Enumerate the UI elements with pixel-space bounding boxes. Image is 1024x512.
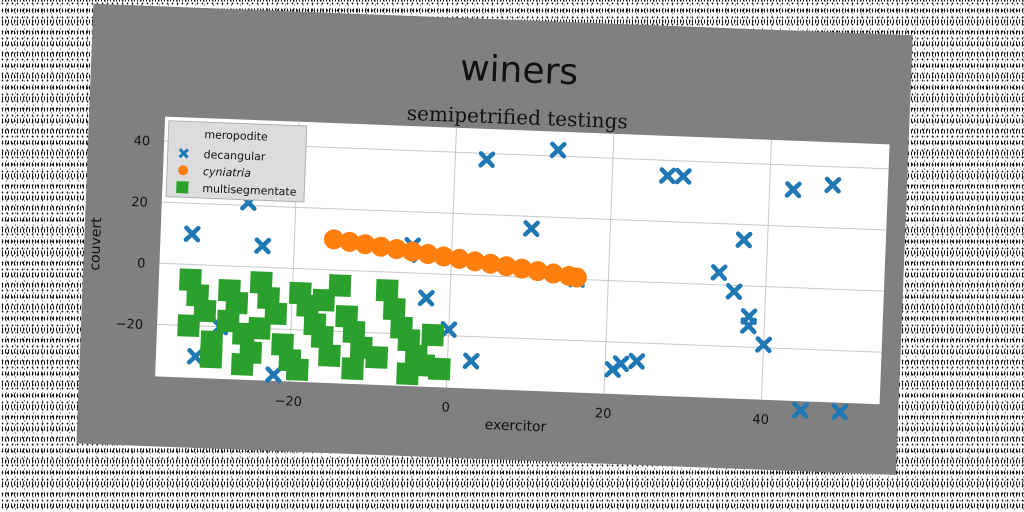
data-point-x bbox=[755, 336, 773, 354]
data-point-x bbox=[674, 167, 692, 185]
data-point-circle bbox=[355, 234, 376, 255]
data-point-x bbox=[186, 348, 204, 365]
data-point-square bbox=[427, 357, 451, 381]
data-point-x bbox=[183, 225, 201, 243]
y-tick-label: −20 bbox=[115, 317, 143, 333]
data-point-x bbox=[522, 220, 540, 238]
data-point-square bbox=[310, 325, 334, 349]
series-multisegmentate bbox=[177, 268, 451, 386]
legend-label-cyniatria: cyniatria bbox=[203, 165, 252, 180]
data-point-square bbox=[365, 345, 389, 369]
data-point-x bbox=[478, 151, 496, 169]
data-point-circle bbox=[370, 236, 391, 257]
data-point-square bbox=[396, 362, 419, 386]
data-point-square bbox=[375, 278, 399, 302]
y-tick-label: 20 bbox=[131, 195, 148, 211]
x-grid-line bbox=[760, 139, 772, 400]
data-point-circle bbox=[543, 263, 564, 284]
data-point-circle bbox=[402, 241, 423, 262]
data-point-square bbox=[248, 316, 271, 340]
data-point-circle bbox=[464, 251, 485, 272]
data-point-circle bbox=[449, 248, 470, 269]
data-point-x bbox=[831, 403, 849, 421]
data-point-square bbox=[382, 297, 406, 321]
data-point-square bbox=[225, 291, 249, 315]
y-tick-label: 0 bbox=[137, 256, 146, 271]
legend: meropodite decangular cyniatria multiseg… bbox=[165, 120, 308, 203]
data-point-x bbox=[710, 264, 728, 282]
data-point-x bbox=[612, 355, 630, 373]
chart-title: winers bbox=[459, 48, 578, 93]
x-tick-label: 0 bbox=[441, 400, 450, 415]
data-point-x bbox=[549, 141, 567, 159]
x-grid-line bbox=[603, 133, 615, 394]
data-point-x bbox=[440, 321, 458, 338]
data-point-x bbox=[735, 231, 753, 249]
series-cyniatria bbox=[323, 229, 587, 288]
x-tick-label: 40 bbox=[752, 412, 769, 428]
data-point-square bbox=[317, 344, 341, 367]
y-tick-labels: −20 0 20 40 bbox=[115, 134, 150, 333]
legend-square-marker bbox=[176, 181, 189, 194]
data-point-x bbox=[628, 352, 646, 370]
y-tick-label: 40 bbox=[133, 134, 150, 150]
data-point-circle bbox=[512, 258, 533, 279]
x-axis-label: exercitor bbox=[484, 417, 546, 435]
data-point-x bbox=[264, 366, 282, 384]
data-point-square bbox=[230, 353, 254, 376]
data-point-square bbox=[421, 323, 445, 347]
data-point-circle bbox=[480, 253, 501, 274]
chart-card: winers semipetrified testings −20 0 20 40 −… bbox=[76, 3, 913, 475]
data-point-x bbox=[417, 289, 435, 307]
x-tick-labels: −20 0 20 40 bbox=[274, 394, 769, 428]
data-point-square bbox=[177, 314, 201, 338]
data-point-x bbox=[254, 237, 272, 255]
data-point-square bbox=[199, 345, 223, 369]
legend-box bbox=[165, 120, 308, 203]
x-tick-label: 20 bbox=[595, 406, 612, 422]
data-point-circle bbox=[417, 244, 438, 265]
data-point-circle bbox=[386, 239, 407, 260]
data-point-x bbox=[824, 176, 842, 194]
data-point-circle bbox=[433, 246, 454, 267]
data-point-square bbox=[312, 288, 336, 312]
data-point-x bbox=[740, 317, 758, 335]
legend-entry-meropodite: meropodite bbox=[204, 128, 268, 143]
data-point-x bbox=[659, 167, 677, 185]
data-point-x bbox=[784, 181, 802, 199]
data-point-circle bbox=[323, 229, 344, 250]
legend-entry-cyniatria: cyniatria bbox=[178, 165, 252, 180]
legend-label-multisegmentate: multisegmentate bbox=[202, 182, 297, 199]
data-point-x bbox=[725, 283, 743, 300]
legend-entry-decangular: decangular bbox=[178, 148, 266, 163]
y-grid-line bbox=[161, 201, 887, 231]
legend-label-decangular: decangular bbox=[203, 148, 266, 163]
data-point-x bbox=[792, 401, 809, 419]
data-point-square bbox=[341, 357, 364, 381]
data-point-x bbox=[462, 352, 480, 370]
data-point-circle bbox=[566, 267, 587, 288]
legend-label-meropodite: meropodite bbox=[204, 128, 268, 143]
x-tick-label: −20 bbox=[274, 394, 302, 410]
data-marks bbox=[177, 141, 849, 421]
legend-x-marker bbox=[178, 148, 189, 159]
legend-circle-marker bbox=[178, 165, 189, 176]
data-point-circle bbox=[339, 231, 360, 252]
data-point-square bbox=[285, 358, 309, 382]
data-point-circle bbox=[496, 256, 517, 277]
data-point-circle bbox=[527, 261, 548, 282]
y-axis-label: couvert bbox=[87, 217, 105, 271]
legend-entry-multisegmentate: multisegmentate bbox=[176, 181, 297, 199]
